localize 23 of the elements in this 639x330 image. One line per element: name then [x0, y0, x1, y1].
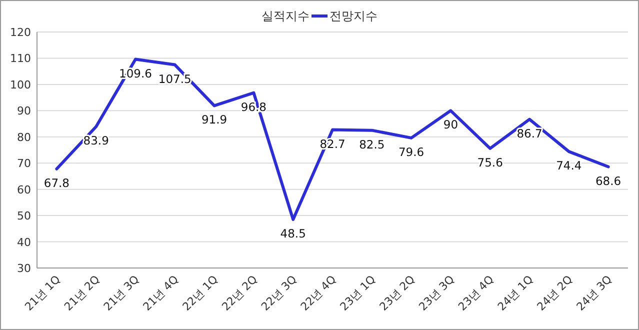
- data-label: 90: [443, 118, 458, 132]
- y-tick-label: 110: [10, 52, 31, 66]
- data-label: 86.7: [516, 126, 542, 140]
- y-tick-label: 50: [17, 210, 31, 223]
- y-tick-label: 80: [17, 130, 31, 144]
- legend-label: 전망지수: [330, 9, 378, 23]
- y-tick-label: 40: [17, 236, 31, 249]
- y-tick-label: 100: [10, 78, 31, 92]
- data-label: 74.4: [556, 158, 582, 173]
- y-tick-label: 70: [17, 157, 31, 170]
- y-tick-label: 60: [17, 183, 31, 196]
- chart-title: 실적지수: [262, 9, 310, 23]
- y-tick-label: 30: [17, 262, 31, 275]
- data-label: 68.6: [595, 174, 622, 188]
- y-tick-label: 90: [17, 104, 31, 118]
- data-label: 75.6: [477, 155, 503, 170]
- y-tick-label: 120: [10, 26, 31, 39]
- data-label: 82.5: [359, 137, 385, 152]
- data-label: 91.9: [201, 112, 228, 127]
- data-label: 83.9: [83, 134, 109, 148]
- data-label: 48.5: [280, 226, 306, 240]
- data-label: 67.8: [44, 176, 70, 190]
- data-label: 79.6: [398, 144, 424, 159]
